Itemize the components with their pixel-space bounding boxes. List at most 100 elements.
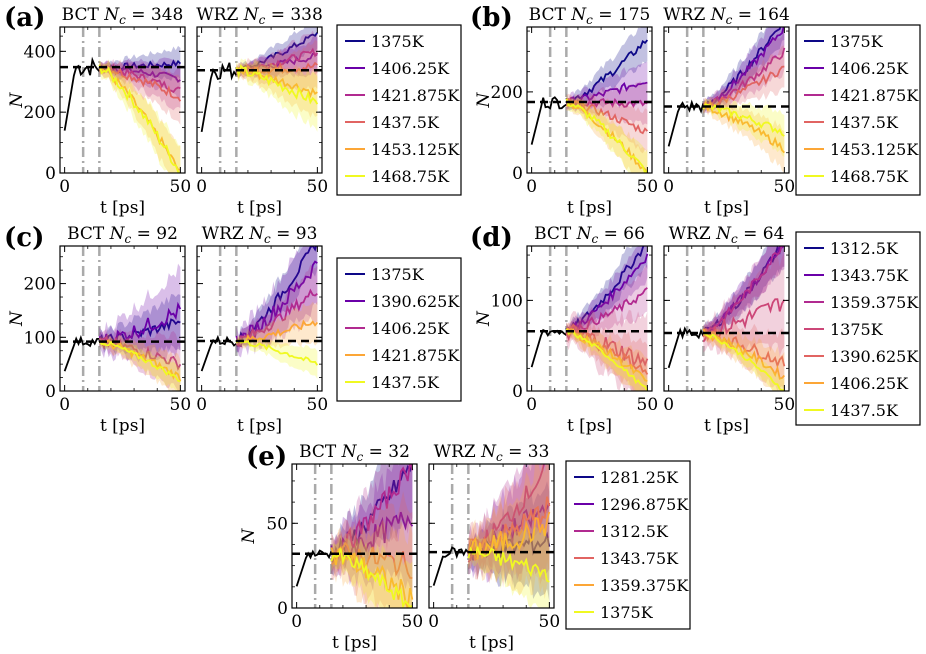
x-tick-label: 50 [170,395,192,415]
axes-frame [59,26,186,174]
series-line [467,464,545,563]
series-line [330,511,414,562]
subplot-title: WRZ Nc = 338 [196,5,323,27]
x-tick-label: 0 [196,395,207,415]
legend-label: 1312.5K [600,522,669,541]
nc-symbol: N [715,224,732,244]
x-tick-label: 0 [196,177,207,197]
nc-subscript: c [496,450,503,464]
legend-label: 1375K [830,320,884,339]
axes-frame [291,463,418,609]
x-axis-label: t [ps] [100,416,145,436]
legend-label: 1375K [830,32,884,51]
x-tick-label: 0 [526,177,537,197]
legend-label: 1406.25K [830,374,909,393]
series-line [235,339,319,366]
legend: 1312.5K 1343.75K 1359.375K 1375K 1390.625K 14… [795,231,921,426]
nc-symbol: N [341,442,358,462]
legend-label: 1390.625K [371,292,460,311]
x-axis-label: t [ps] [469,633,514,653]
series-line [702,47,786,110]
structure-name: WRZ [202,224,250,244]
series-line [235,32,319,74]
series-band [236,58,318,132]
nc-subscript: c [726,13,733,27]
series-band [703,45,785,113]
series-band [99,294,181,355]
subplot-wrz: WRZ Nc = 338 0 50 t [ps] [196,5,328,218]
nc-value: = 348 [126,5,184,25]
series-line [98,64,181,83]
series-line [98,64,181,173]
series-line [235,66,318,99]
series-line [703,332,785,391]
axes-frame [663,26,790,174]
series-line [235,288,318,348]
legend-label: 1468.75K [830,167,909,186]
legend-frame [336,257,462,402]
legend-label: 1343.75K [600,549,679,568]
structure-name: BCT [529,5,572,25]
subplot-title: BCT Nc = 175 [529,5,651,27]
series-line [565,323,649,368]
x-tick-label: 50 [402,612,424,632]
series-line [702,328,786,369]
series-band [566,27,648,111]
axes-frame [526,245,653,392]
series-line [702,27,785,110]
legend: 1281.25K 1296.875K 1312.5K 1343.75K 1359.375… [565,460,691,630]
y-tick-label: 100 [24,328,56,348]
subplot-title: BCT Nc = 66 [534,224,645,246]
nc-symbol: N [103,5,120,25]
series-line [565,328,649,391]
panel-label: (b) [470,3,513,33]
subplot-bct: BCT Nc = 348 0 50 0 200 400 t [ps] N [7,5,191,218]
structure-name: BCT [534,224,577,244]
initial-trajectory [667,326,705,369]
x-tick-label: 50 [774,177,796,197]
series-line [702,246,783,338]
subplot-title: BCT Nc = 348 [62,5,184,27]
x-tick-label: 50 [637,177,659,197]
x-axis-label: t [ps] [704,416,749,436]
structure-name: BCT [62,5,105,25]
y-tick-label: 50 [266,514,288,534]
series-line [467,545,550,583]
nc-subscript: c [357,450,364,464]
structure-name: WRZ [663,5,711,25]
legend-label: 1375K [371,32,425,51]
y-tick-label: 0 [45,164,56,184]
subplot-title: WRZ Nc = 164 [663,5,790,27]
axes-frame [196,245,323,392]
x-axis-label: t [ps] [567,416,612,436]
series-band [99,337,181,391]
x-axis-label: t [ps] [704,198,749,218]
subplot-title: BCT Nc = 32 [299,442,410,464]
plot-area [292,464,417,608]
nc-subscript: c [731,232,738,246]
structure-name: WRZ [196,5,244,25]
series-band [703,97,785,173]
initial-trajectory [667,99,705,147]
legend-label: 1453.125K [830,140,919,159]
plot-area [664,27,789,173]
series-line [565,287,648,334]
subplot-wrz: WRZ Nc = 33 0 50 t [ps] [428,442,560,653]
series-band [566,246,648,340]
subplot-wrz: WRZ Nc = 64 0 50 t [ps] [663,224,795,436]
legend-label: 1421.875K [830,86,919,105]
y-tick-label: 200 [24,275,56,295]
x-tick-label: 50 [170,177,192,197]
nc-symbol: N [109,224,126,244]
series-line [702,100,786,154]
y-tick-label: 400 [24,42,56,62]
subplot-title: BCT Nc = 92 [67,224,178,246]
series-band [236,301,318,350]
x-tick-label: 50 [307,177,329,197]
y-tick-label: 200 [491,83,523,103]
axes-frame [196,26,323,174]
series-line [98,339,182,382]
